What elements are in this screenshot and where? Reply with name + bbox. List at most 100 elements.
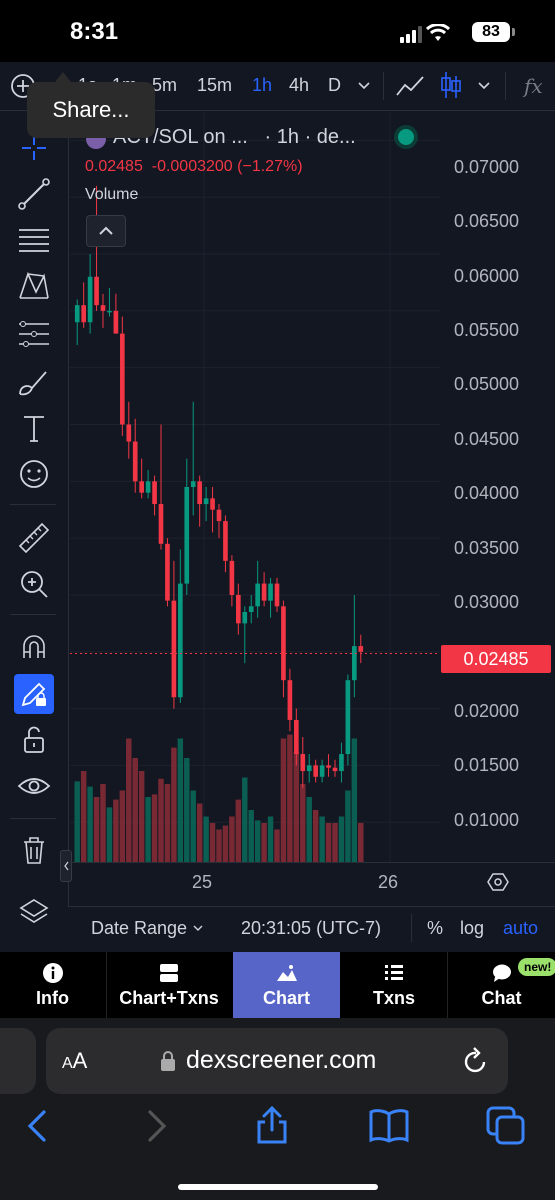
indicators-fx-icon[interactable]: fx	[524, 74, 543, 98]
tab-divider	[447, 952, 448, 1018]
timeframe-15m[interactable]: 15m	[197, 75, 233, 95]
share-icon[interactable]	[254, 1104, 290, 1151]
candlestick-chart[interactable]	[70, 112, 440, 862]
timeframe-5m[interactable]: 5m	[152, 75, 178, 95]
price-axis-label: 0.03000	[454, 592, 520, 612]
volume-bar	[235, 799, 242, 862]
pattern-icon[interactable]	[14, 266, 54, 306]
volume-bar	[93, 797, 100, 862]
volume-bar	[100, 784, 106, 862]
volume-bar	[351, 738, 358, 862]
text-tool-icon[interactable]	[14, 408, 54, 448]
lock-drawing-pencil-icon[interactable]	[14, 674, 54, 714]
candle-body	[229, 560, 235, 595]
legend-last-price: 0.02485	[85, 158, 143, 175]
visibility-eye-icon[interactable]	[14, 766, 54, 806]
volume-bar	[338, 816, 345, 862]
candle-body	[242, 612, 248, 624]
candles-icon[interactable]	[440, 70, 462, 105]
current-price-tag: 0.02485	[441, 645, 551, 673]
tool-divider	[10, 614, 56, 615]
timezone-clock[interactable]: 20:31:05 (UTC-7)	[241, 918, 382, 938]
time-axis-label: 26	[378, 872, 399, 892]
forward-icon[interactable]	[144, 1108, 170, 1149]
layers-icon[interactable]	[14, 892, 54, 932]
tab-chart-txns[interactable]: Chart+Txns	[107, 952, 231, 1018]
timeframe-4h[interactable]: 4h	[289, 75, 310, 95]
volume-bar	[87, 786, 93, 862]
volume-bar	[203, 816, 209, 862]
tool-divider	[10, 504, 56, 505]
chevron-down-icon	[193, 925, 203, 931]
previous-tab-card[interactable]	[0, 1028, 36, 1094]
emoji-icon[interactable]	[14, 454, 54, 494]
reload-icon[interactable]	[462, 1046, 490, 1081]
time-axis[interactable]	[70, 862, 555, 905]
price-axis-label: 0.06500	[454, 211, 520, 231]
info-icon	[42, 963, 63, 983]
collapse-legend-button[interactable]	[86, 215, 126, 247]
candle-body	[223, 521, 228, 561]
candle-body	[281, 606, 286, 681]
volume-bar	[184, 758, 190, 862]
bookmarks-icon[interactable]	[368, 1108, 410, 1149]
volume-bar	[164, 784, 171, 862]
volume-bar	[300, 784, 306, 862]
price-axis-label: 0.07000	[454, 157, 520, 177]
volume-bar	[312, 810, 319, 862]
tab-txns[interactable]: Txns	[341, 952, 447, 1018]
candle-body	[261, 583, 267, 601]
brush-icon[interactable]	[14, 362, 54, 402]
date-range-button[interactable]: Date Range	[91, 918, 204, 939]
home-indicator	[178, 1184, 378, 1190]
candle-body	[158, 504, 164, 544]
bottom-bar-divider	[411, 914, 412, 942]
candle-body	[326, 765, 331, 768]
candle-body	[274, 583, 280, 607]
page-settings-button[interactable]: AA	[62, 1048, 88, 1073]
tab-chart[interactable]: Chart	[233, 952, 340, 1018]
trend-line-icon[interactable]	[14, 174, 54, 214]
ruler-icon[interactable]	[14, 518, 54, 558]
collapse-toolbar-handle[interactable]	[60, 850, 72, 882]
candle-body	[294, 719, 299, 755]
url-text[interactable]: dexscreener.com	[186, 1046, 377, 1074]
log-toggle[interactable]: log	[460, 918, 485, 938]
candle-body	[313, 765, 318, 777]
price-axis-label: 0.04000	[454, 483, 520, 503]
tabs-icon[interactable]	[486, 1106, 526, 1151]
crosshair-icon[interactable]	[14, 128, 54, 168]
list-icon	[385, 965, 403, 980]
address-bar[interactable]	[46, 1028, 508, 1094]
unlock-icon[interactable]	[14, 720, 54, 760]
chart-type-dropdown-icon[interactable]	[477, 78, 491, 97]
chart-txns-icon	[160, 964, 178, 982]
tab-divider	[106, 952, 107, 1018]
candle-body	[120, 333, 125, 425]
timeframe-dropdown-icon[interactable]	[357, 78, 371, 97]
volume-bar	[209, 823, 216, 862]
magnet-icon[interactable]	[14, 628, 54, 668]
timeframe-d[interactable]: D	[328, 75, 341, 95]
candle-body	[255, 583, 260, 607]
tab-chat[interactable]: Chat	[448, 952, 555, 1018]
tab-info[interactable]: Info	[0, 952, 105, 1018]
trash-icon[interactable]	[14, 830, 54, 870]
volume-bar	[261, 823, 267, 862]
forecast-icon[interactable]	[14, 314, 54, 354]
horizontal-lines-icon[interactable]	[14, 220, 54, 260]
volume-bar	[171, 747, 177, 862]
timeframe-1h[interactable]: 1h	[252, 75, 273, 95]
legend-values: 0.02485 -0.0003200 (−1.27%)	[85, 158, 303, 176]
volume-bar	[254, 820, 261, 862]
volume-bar	[113, 799, 119, 862]
line-chart-icon[interactable]	[395, 73, 425, 104]
auto-scale-toggle[interactable]: auto	[503, 918, 539, 938]
zoom-in-icon[interactable]	[14, 564, 54, 604]
lock-icon	[160, 1050, 176, 1077]
status-time: 8:31	[70, 18, 119, 45]
percent-toggle[interactable]: %	[427, 918, 444, 938]
candle-body	[319, 765, 325, 777]
chart-settings-icon[interactable]	[487, 871, 509, 898]
back-icon[interactable]	[24, 1108, 50, 1149]
